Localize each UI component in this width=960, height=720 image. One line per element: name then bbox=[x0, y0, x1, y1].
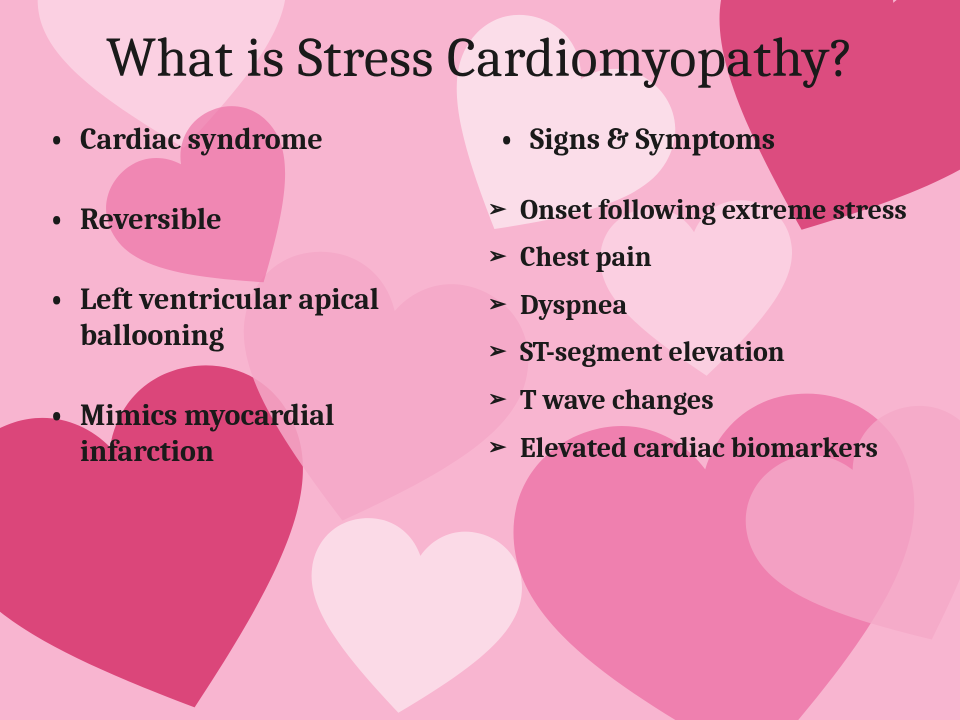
sub-list: Onset following extreme stress Chest pai… bbox=[490, 194, 920, 466]
right-list: Signs & Symptoms bbox=[490, 122, 920, 158]
list-item: Mimics myocardial infarction bbox=[80, 398, 470, 470]
list-item: Left ventricular apical ballooning bbox=[80, 282, 470, 354]
sub-item: ST-segment elevation bbox=[520, 336, 920, 370]
right-column: Signs & Symptoms Onset following extreme… bbox=[490, 122, 920, 514]
slide-content: What is Stress Cardiomyopathy? Cardiac s… bbox=[0, 0, 960, 720]
sub-item: Chest pain bbox=[520, 241, 920, 275]
slide-title: What is Stress Cardiomyopathy? bbox=[40, 28, 920, 90]
sub-item: Dyspnea bbox=[520, 289, 920, 323]
left-list: Cardiac syndrome Reversible Left ventric… bbox=[40, 122, 470, 470]
list-header: Signs & Symptoms bbox=[530, 122, 920, 158]
sub-item: Onset following extreme stress bbox=[520, 194, 920, 228]
list-item: Cardiac syndrome bbox=[80, 122, 470, 158]
sub-item: T wave changes bbox=[520, 384, 920, 418]
list-item: Reversible bbox=[80, 202, 470, 238]
columns: Cardiac syndrome Reversible Left ventric… bbox=[40, 122, 920, 514]
left-column: Cardiac syndrome Reversible Left ventric… bbox=[40, 122, 470, 514]
sub-item: Elevated cardiac biomarkers bbox=[520, 432, 920, 466]
